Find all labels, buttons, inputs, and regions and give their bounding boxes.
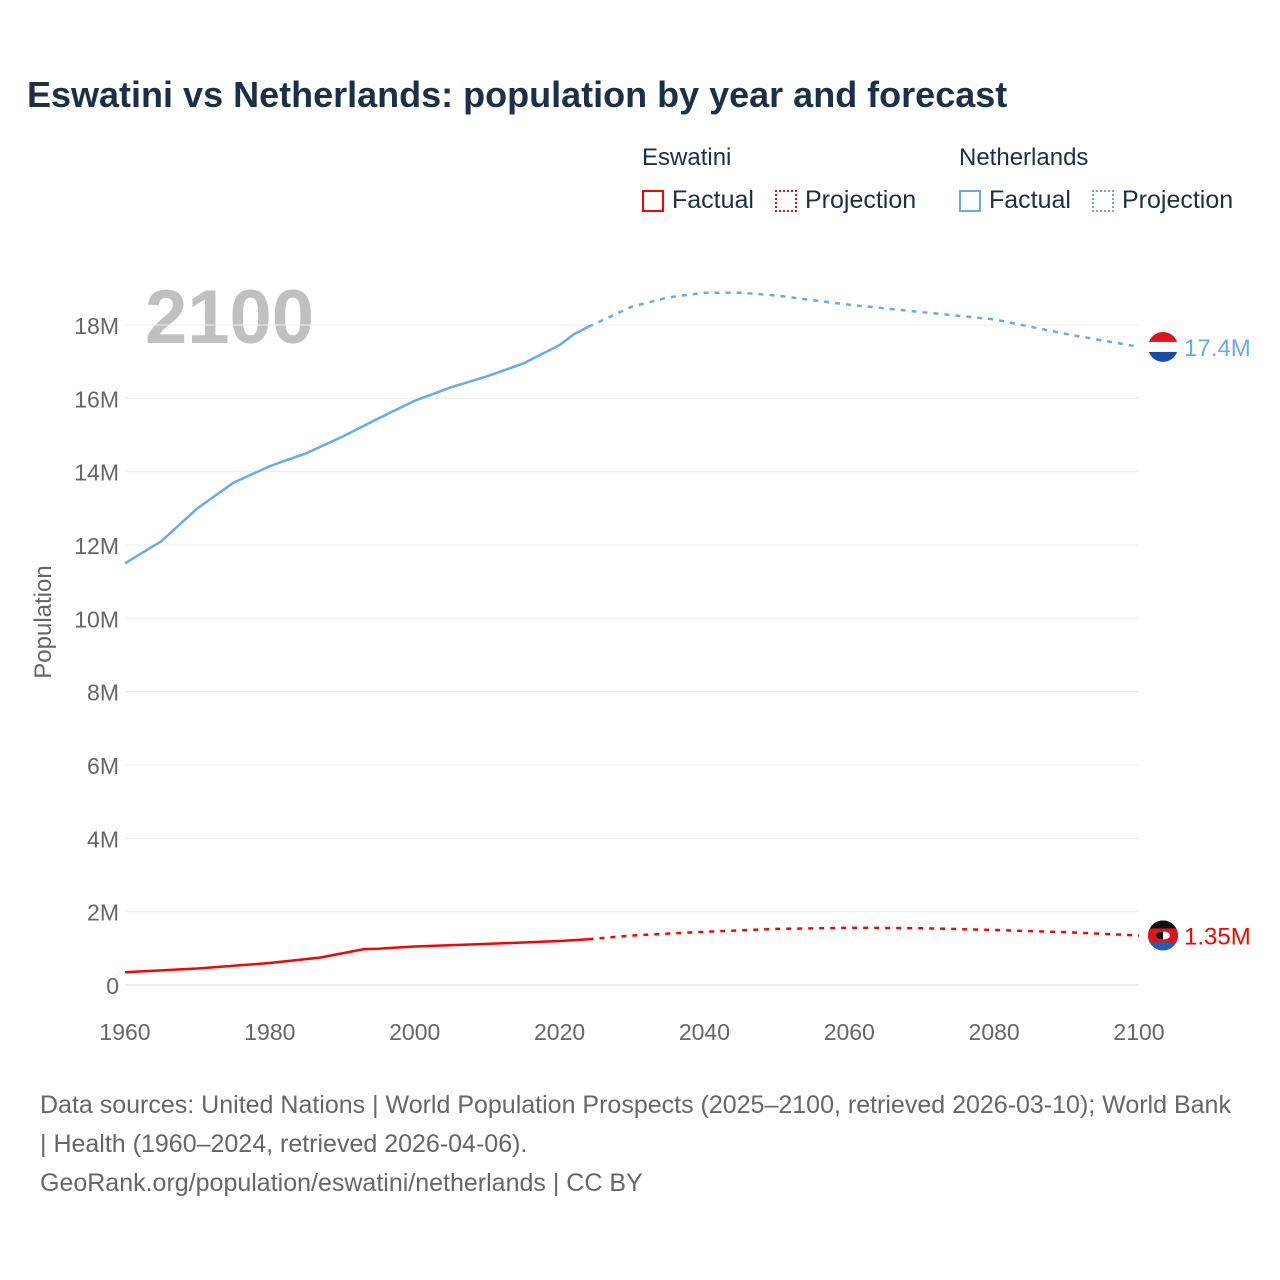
year-watermark: 2100 [145, 275, 314, 360]
netherlands-flag-icon [1148, 331, 1178, 362]
legend-label: Projection [1122, 186, 1234, 214]
y-tick-label: 18M [74, 313, 119, 339]
legend-eswatini-factual[interactable]: Factual [642, 186, 754, 215]
legend-netherlands-factual[interactable]: Factual [959, 186, 1071, 215]
legend-label: Projection [805, 186, 917, 214]
legend-swatch [642, 189, 664, 212]
sources-text: Data sources: United Nations | World Pop… [40, 1091, 1231, 1158]
legend-swatch [1092, 189, 1114, 212]
y-tick-label: 8M [87, 680, 119, 706]
legend-group-eswatini: Eswatini [642, 144, 732, 171]
legend-group-netherlands: Netherlands [959, 144, 1089, 171]
legend-swatch [775, 189, 797, 212]
y-tick-label: 16M [74, 386, 119, 412]
y-tick-label: 14M [74, 460, 119, 486]
x-tick-label: 1980 [244, 1019, 295, 1045]
eswatini-projection-line [588, 926, 1140, 941]
x-tick-label: 2040 [679, 1019, 730, 1045]
x-tick-label: 2100 [1113, 1019, 1164, 1045]
x-tick-label: 1960 [99, 1019, 150, 1045]
source-url[interactable]: GeoRank.org/population/eswatini/netherla… [40, 1169, 643, 1197]
netherlands-end-label: 17.4M [1184, 335, 1251, 362]
netherlands-factual-line [124, 325, 590, 565]
x-tick-label: 2060 [824, 1019, 875, 1045]
y-axis-label: Population [30, 565, 57, 678]
x-tick-label: 2080 [969, 1019, 1020, 1045]
netherlands-projection-line [587, 291, 1140, 349]
legend-label: Factual [672, 186, 754, 214]
y-tick-label: 4M [87, 826, 119, 852]
eswatini-factual-line [124, 937, 589, 974]
chart-title: Eswatini vs Netherlands: population by y… [27, 74, 1008, 115]
eswatini-flag-icon [1148, 920, 1178, 951]
y-tick-label: 12M [74, 533, 119, 559]
y-tick-label: 6M [87, 753, 119, 779]
y-tick-label: 2M [87, 900, 119, 926]
data-sources: Data sources: United Nations | World Pop… [40, 1086, 1240, 1203]
legend-label: Factual [989, 186, 1071, 214]
legend-eswatini-projection[interactable]: Projection [775, 186, 916, 215]
y-tick-label: 10M [74, 606, 119, 632]
x-tick-label: 2020 [534, 1019, 585, 1045]
legend-netherlands-projection[interactable]: Projection [1092, 186, 1233, 215]
x-tick-label: 2000 [389, 1019, 440, 1045]
legend-swatch [959, 189, 981, 212]
eswatini-end-label: 1.35M [1184, 923, 1251, 950]
y-tick-label: 0 [106, 973, 119, 999]
